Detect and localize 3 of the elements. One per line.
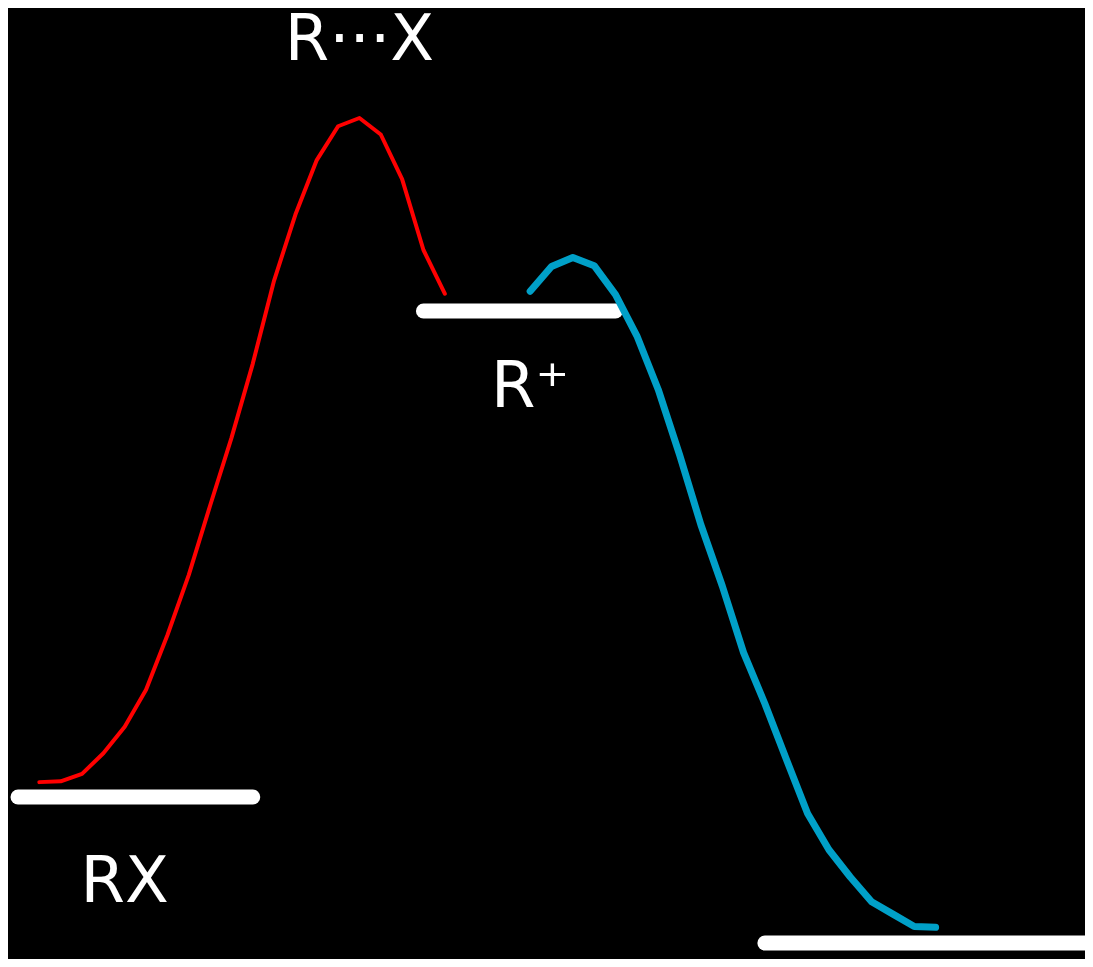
annotation: RX <box>80 842 169 917</box>
text: R···X <box>284 1 435 76</box>
annotation: R⁺ <box>491 347 570 422</box>
